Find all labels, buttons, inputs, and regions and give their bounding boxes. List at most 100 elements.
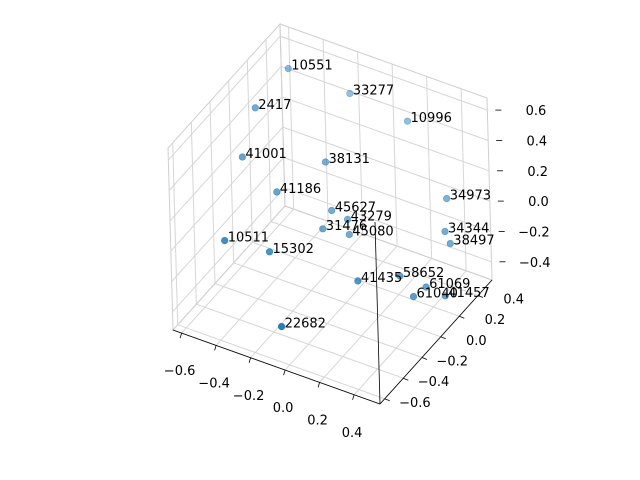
grid-line-x-floor xyxy=(250,233,363,359)
data-point xyxy=(441,227,449,236)
grid-line-z-side xyxy=(168,66,282,191)
data-point-label: 45080 xyxy=(352,225,393,240)
y-tick-label: 0.0 xyxy=(466,334,487,349)
data-point-label: 22682 xyxy=(285,317,326,332)
grid-line-y-side xyxy=(172,142,179,325)
data-point xyxy=(251,104,259,112)
data-point xyxy=(273,188,281,196)
x-tick-mark xyxy=(179,332,182,339)
data-point xyxy=(284,64,292,73)
grid-line-z-side xyxy=(169,96,283,222)
grid-line-x-back xyxy=(391,64,398,247)
x-tick-label: −0.6 xyxy=(164,364,196,379)
data-point-label: 58652 xyxy=(403,266,444,281)
data-point xyxy=(238,153,246,161)
y-axis-line xyxy=(379,279,493,405)
data-point xyxy=(441,292,449,300)
pane-side xyxy=(167,22,286,332)
y-tick-label: 0.2 xyxy=(485,313,506,328)
z-tick-label: 0.6 xyxy=(526,104,547,119)
grid-line-y-floor xyxy=(233,262,441,338)
x-tick-label: 0.4 xyxy=(342,426,363,441)
data-point-label: 33277 xyxy=(353,84,394,99)
y-tick-label: −0.6 xyxy=(399,396,431,411)
z-axis-line xyxy=(374,221,381,405)
data-point-label: 38497 xyxy=(453,234,494,249)
grid-line-x-back xyxy=(357,51,364,234)
tick-labels: −0.6−0.4−0.20.00.20.4−0.6−0.4−0.20.00.20… xyxy=(164,104,551,441)
y-tick-label: 0.4 xyxy=(503,293,524,308)
x-axis-line xyxy=(172,329,381,405)
y-tick-mark xyxy=(459,315,465,319)
data-point xyxy=(328,206,336,215)
grid-line-x-floor xyxy=(319,258,432,383)
data-point-label: 43279 xyxy=(351,209,392,224)
data-point-label: 31476 xyxy=(326,219,367,234)
data-point-label: 34973 xyxy=(450,189,491,204)
data-point-label: 38131 xyxy=(329,152,370,167)
data-point-label: 41435 xyxy=(361,271,402,286)
x-tick-label: 0.0 xyxy=(273,401,294,416)
grid-line-y-floor xyxy=(177,324,385,400)
grid-line-y-side xyxy=(246,60,253,243)
grid-line-z-side xyxy=(167,35,281,161)
data-point xyxy=(345,230,353,239)
data-point xyxy=(321,158,330,166)
data-point xyxy=(396,272,404,280)
x-tick-label: −0.2 xyxy=(233,389,265,404)
grid-line-z-back xyxy=(281,96,490,172)
x-tick-mark xyxy=(317,382,320,388)
x-tick-label: −0.4 xyxy=(198,376,230,391)
z-tick-label: 0.2 xyxy=(527,165,548,180)
data-point xyxy=(278,323,286,331)
y-tick-label: −0.2 xyxy=(436,355,468,370)
grid-line-z-back xyxy=(280,35,488,111)
axis-lines xyxy=(172,109,506,405)
data-point-label: 15302 xyxy=(273,242,314,257)
grid-line-y-side xyxy=(228,80,235,263)
grid-line-z-back xyxy=(283,157,491,232)
grid-line-y-side xyxy=(265,39,272,222)
data-point xyxy=(344,215,352,223)
y-tick-mark xyxy=(440,336,446,340)
y-tick-mark xyxy=(384,398,390,402)
grid-line-x-floor xyxy=(181,208,294,334)
data-point xyxy=(265,248,274,256)
grid-line-z-back xyxy=(281,66,489,141)
data-point-label: 10511 xyxy=(228,231,269,246)
x-tick-mark xyxy=(352,394,355,400)
grid-line-y-side xyxy=(190,122,197,305)
data-point xyxy=(403,117,412,125)
z-tick-label: 0.0 xyxy=(528,195,549,210)
data-point xyxy=(221,237,229,245)
grid-line-z-side xyxy=(172,187,285,313)
data-point-label: 41001 xyxy=(245,147,286,162)
data-point xyxy=(446,240,454,248)
data-point xyxy=(346,89,354,98)
z-tick-label: −0.2 xyxy=(518,226,550,241)
data-point-label: 41186 xyxy=(280,182,321,197)
x-tick-mark xyxy=(214,345,217,351)
grid-line-x-floor xyxy=(215,221,329,346)
data-point xyxy=(409,293,418,301)
data-point xyxy=(422,283,430,291)
y-tick-label: −0.4 xyxy=(418,375,450,390)
data-point xyxy=(319,225,327,233)
grid-line-x-back xyxy=(426,76,433,259)
data-point-label: 10551 xyxy=(291,59,332,74)
grid-line-z-back xyxy=(282,126,490,202)
x-tick-mark xyxy=(283,369,286,376)
x-tick-label: 0.2 xyxy=(307,413,328,428)
grid-line-x-back xyxy=(288,27,295,210)
data-point-label: 2417 xyxy=(258,98,291,113)
data-point-label: 61040 xyxy=(417,287,458,302)
grid-line-z-side xyxy=(170,126,284,252)
data-points: 33277 10996 10551 34973 38131 43279 34344 45627… xyxy=(221,59,495,332)
y-tick-mark xyxy=(477,295,484,298)
axis-panes xyxy=(167,22,493,405)
grid-line-y-side xyxy=(209,101,216,284)
grid-line-y-floor xyxy=(270,221,479,296)
data-point-label: 61069 xyxy=(429,277,470,292)
grid-line-x-back xyxy=(460,88,467,271)
